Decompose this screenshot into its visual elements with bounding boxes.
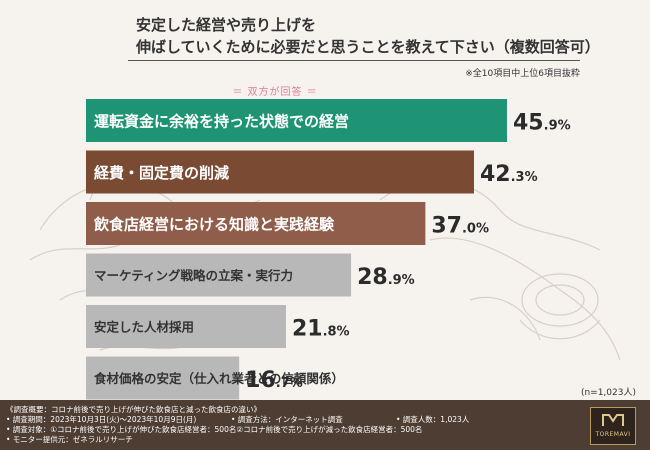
chart-title: 安定した経営や売り上げを 伸ばしていくために必要だと思うことを教えて下さい（複数… xyxy=(136,14,636,58)
bar-label-2: 経費・固定費の削減 xyxy=(94,164,229,182)
survey-footer: 《調査概要：コロナ前後で売り上げが伸びた飲食店と減った飲食店の違い》 • 調査期… xyxy=(0,400,650,450)
bar-6 xyxy=(86,356,240,400)
sample-size-note: (n=1,023人) xyxy=(580,388,636,398)
chart-title-line-2: 伸ばしていくために必要だと思うことを教えて下さい（複数回答可） xyxy=(136,38,600,56)
footnote: ※全10項目中上位6項目抜粋 xyxy=(465,69,580,79)
value-label-2: 42.3% xyxy=(480,162,538,187)
footer-method: • 調査方法：インターネット調査 xyxy=(231,415,343,424)
footer-provider: • モニター提供元：ゼネラルリサーチ xyxy=(6,435,133,444)
chart-title-line-1: 安定した経営や売り上げを xyxy=(136,16,317,34)
footer-period: • 調査期間：2023年10月3日(火)～2023年10月9日(月) xyxy=(6,415,197,424)
value-label-4: 28.9% xyxy=(357,265,415,290)
logo-mark-icon xyxy=(602,414,624,426)
footer-count: • 調査人数：1,023人 xyxy=(396,415,470,424)
bar-label-5: 安定した人材採用 xyxy=(94,320,194,335)
chart-subtitle: ＝ 双方が回答 ＝ xyxy=(232,87,318,98)
bar-3 xyxy=(86,202,426,245)
brand-logo: TOREMAVI xyxy=(590,407,636,445)
bar-1 xyxy=(86,99,507,142)
logo-text: TOREMAVI xyxy=(595,431,631,438)
value-label-5: 21.8% xyxy=(292,317,350,342)
footer-target: • 調査対象：①コロナ前後で売り上げが伸びた飲食店経営者：500名②コロナ前後で… xyxy=(6,425,423,434)
bar-2 xyxy=(86,150,474,194)
bar-5 xyxy=(86,305,286,348)
bar-label-6: 食材価格の安定（仕入れ業者との信頼関係） xyxy=(93,371,344,386)
bar-label-1: 運転資金に余裕を持った状態での経営 xyxy=(94,113,349,131)
bar-label-4: マーケティング戦略の立案・実行力 xyxy=(94,268,293,283)
value-label-1: 45.9% xyxy=(513,111,571,136)
footer-survey-title: 《調査概要：コロナ前後で売り上げが伸びた飲食店と減った飲食店の違い》 xyxy=(6,405,261,414)
title-divider xyxy=(128,60,580,61)
value-label-6: 16.7% xyxy=(245,368,303,393)
bar-label-3: 飲食店経営における知識と実践経験 xyxy=(93,216,335,234)
bar-4 xyxy=(86,253,352,297)
value-label-3: 37.0% xyxy=(431,214,489,239)
